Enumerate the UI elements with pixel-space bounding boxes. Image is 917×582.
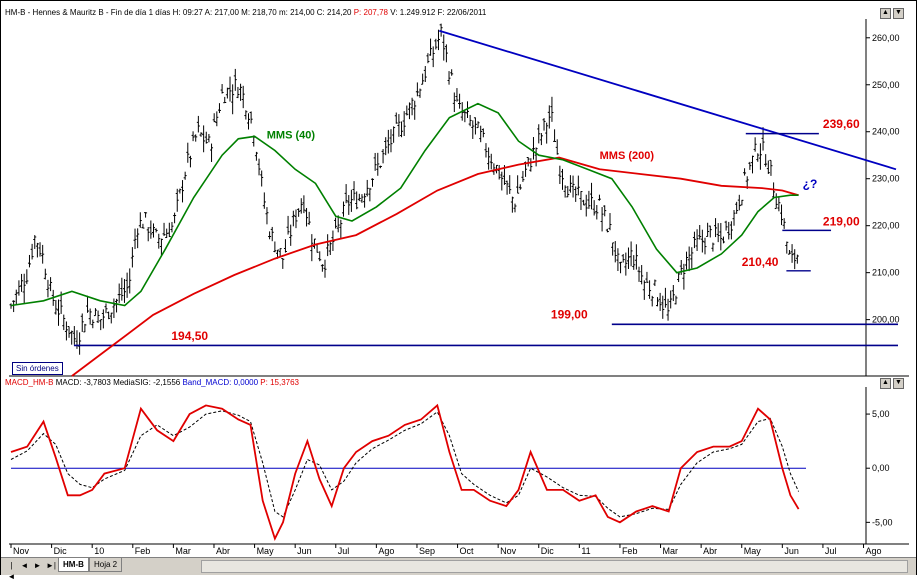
x-tick-label: Oct xyxy=(460,546,475,556)
support-lines xyxy=(73,323,898,347)
x-tick-label: Nov xyxy=(500,546,517,556)
trendline xyxy=(439,29,897,171)
x-tick-label: Feb xyxy=(135,546,151,556)
level-label-199: 199,00 xyxy=(551,308,588,322)
sma40-line xyxy=(10,102,799,307)
price-bars xyxy=(9,23,799,355)
macd-value: MACD: -3,7803 xyxy=(55,378,111,387)
macd-prefix: MACD_HM-B xyxy=(5,378,54,387)
x-tick-label: May xyxy=(257,546,275,556)
x-tick-label: Jul xyxy=(338,546,350,556)
sheet-tab-bar: |◄ ◄ ► ►| HM-B Hoja 2 xyxy=(1,557,916,581)
orders-label[interactable]: Sin órdenes xyxy=(12,362,63,375)
x-tick-label: Sep xyxy=(419,546,435,556)
chart-canvas: 200,00 210,00 220,00 230,00 240,00 250,00 260,… xyxy=(9,19,909,556)
x-tick-label: Feb xyxy=(622,546,638,556)
header-volume: V: 1.249.912 xyxy=(390,8,436,17)
x-tick-label: Abr xyxy=(703,546,717,556)
header-open: A: 217,00 xyxy=(204,8,239,17)
sma200-label: MMS (200) xyxy=(600,150,655,162)
header-close: C: 214,20 xyxy=(316,8,352,17)
x-tick-label: Jul xyxy=(825,546,837,556)
x-tick-label: Jun xyxy=(297,546,312,556)
x-tick-label: Ago xyxy=(378,546,394,556)
level-label-210: 210,40 xyxy=(742,255,779,269)
first-sheet-button[interactable]: |◄ xyxy=(7,561,16,581)
tab-hm-b[interactable]: HM-B xyxy=(58,558,89,572)
price-y-tick-label: 230,00 xyxy=(872,174,900,184)
sma200-line xyxy=(71,156,799,377)
axes: 200,00 210,00 220,00 230,00 240,00 250,00 260,… xyxy=(10,33,900,556)
x-tick-label: 11 xyxy=(581,546,590,556)
macd-header: MACD_HM-B MACD: -3,7803 MediaSIG: -2,155… xyxy=(5,378,299,387)
header-p: P: 207,78 xyxy=(353,8,388,17)
macd-p: P: 15,3763 xyxy=(260,378,299,387)
macd-y-tick-label: 5,00 xyxy=(872,409,890,419)
panel-up-button[interactable]: ▲ xyxy=(880,8,891,19)
prev-sheet-button[interactable]: ◄ xyxy=(20,561,29,570)
price-y-tick-label: 250,00 xyxy=(872,80,900,90)
level-label-194: 194,50 xyxy=(171,329,208,343)
macd-band: Band_MACD: 0,0000 xyxy=(182,378,259,387)
last-sheet-button[interactable]: ►| xyxy=(46,561,56,570)
level-label-239: 239,60 xyxy=(823,117,860,131)
price-y-tick-label: 220,00 xyxy=(872,221,900,231)
x-tick-label: Dic xyxy=(54,546,67,556)
header-prefix: HM-B - Hennes & Mauritz B - Fin de día 1… xyxy=(5,8,171,17)
header-max: M: 218,70 xyxy=(241,8,277,17)
macd-down-button[interactable]: ▼ xyxy=(893,378,904,389)
x-tick-label: Nov xyxy=(13,546,30,556)
tab-hoja-2[interactable]: Hoja 2 xyxy=(89,558,123,572)
price-header: HM-B - Hennes & Mauritz B - Fin de día 1… xyxy=(5,8,486,17)
x-tick-label: Ago xyxy=(866,546,882,556)
price-y-tick-label: 260,00 xyxy=(872,33,900,43)
next-sheet-button[interactable]: ► xyxy=(33,561,42,570)
macd-line xyxy=(10,403,800,541)
x-tick-label: Mar xyxy=(663,546,679,556)
macd-y-tick-label: 0,00 xyxy=(872,463,890,473)
horizontal-scrollbar[interactable] xyxy=(201,560,908,573)
price-y-tick-label: 210,00 xyxy=(872,268,900,278)
x-tick-label: Abr xyxy=(216,546,230,556)
x-tick-label: Jun xyxy=(784,546,799,556)
panel-down-button[interactable]: ▼ xyxy=(893,8,904,19)
header-min: m: 214,00 xyxy=(278,8,315,17)
macd-signal: MediaSIG: -2,1556 xyxy=(113,378,181,387)
price-y-tick-label: 240,00 xyxy=(872,127,900,137)
macd-y-tick-label: -5,00 xyxy=(872,517,893,527)
macd-signal-line xyxy=(10,410,800,518)
sma40-label: MMS (40) xyxy=(267,129,316,141)
macd-up-button[interactable]: ▲ xyxy=(880,378,891,389)
macd-lines xyxy=(10,403,806,541)
header-date: F: 22/06/2011 xyxy=(437,8,487,17)
x-tick-label: Dic xyxy=(541,546,554,556)
question-label: ¿? xyxy=(803,177,818,191)
header-high: H: 09:27 xyxy=(172,8,203,17)
price-y-tick-label: 200,00 xyxy=(872,315,900,325)
moving-averages xyxy=(10,102,799,377)
x-tick-label: May xyxy=(744,546,762,556)
x-tick-label: 10 xyxy=(94,546,104,556)
x-tick-label: Mar xyxy=(175,546,191,556)
level-label-219: 219,00 xyxy=(823,215,860,229)
annotations: MMS (40) MMS (200) 194,50 199,00 210,40 219,0… xyxy=(171,29,897,343)
